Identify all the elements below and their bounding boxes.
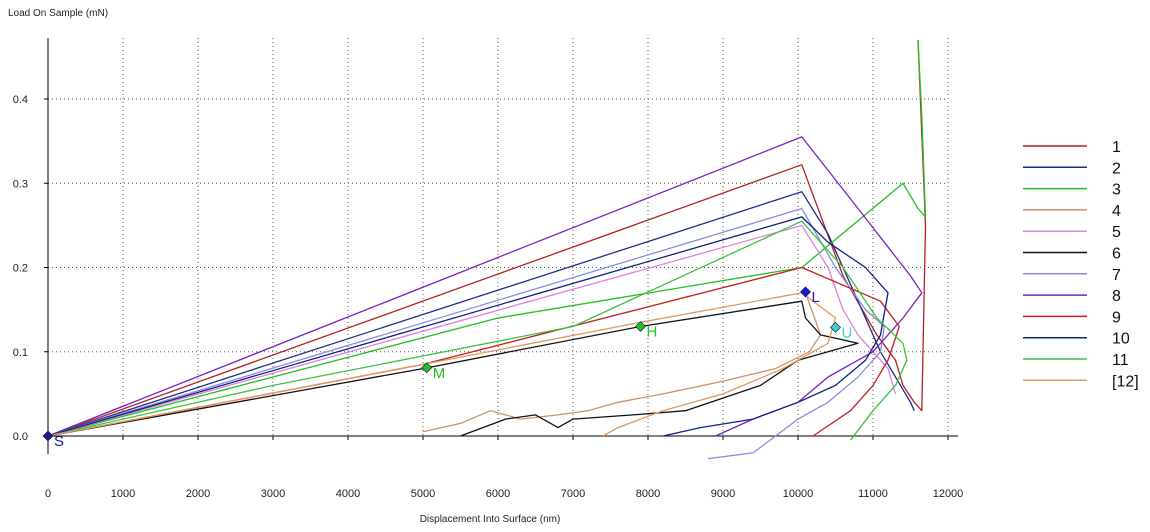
y-tick-label: 0.4 bbox=[13, 94, 28, 106]
y-tick-label: 0.3 bbox=[13, 178, 28, 190]
legend-label: 5 bbox=[1112, 224, 1121, 241]
x-tick-label: 3000 bbox=[261, 488, 285, 500]
series-line-1 bbox=[47, 39, 927, 437]
y-tick-label: 0.1 bbox=[13, 347, 28, 359]
legend-label: 4 bbox=[1112, 203, 1121, 220]
x-tick-label: 2000 bbox=[186, 488, 210, 500]
series-line-11 bbox=[47, 220, 908, 441]
x-tick-label: 6000 bbox=[486, 488, 510, 500]
marker-u bbox=[830, 321, 841, 333]
series-line-2 bbox=[47, 191, 915, 437]
legend-label: [12] bbox=[1112, 373, 1139, 390]
x-tick-labels: 0 1000 2000 3000 4000 5000 6000 7000 8000 9000 100… bbox=[45, 436, 963, 500]
marker-h bbox=[635, 321, 646, 332]
x-tick-label: 9000 bbox=[711, 488, 735, 500]
legend: 1 2 3 4 5 6 7 8 9 10 11 [12] bbox=[1023, 139, 1139, 390]
series-line-3 bbox=[47, 39, 927, 437]
x-tick-label: 7000 bbox=[561, 488, 585, 500]
series-line-6 bbox=[47, 300, 859, 437]
y-tick-labels: 0.0 0.1 0.2 0.3 0.4 bbox=[13, 94, 48, 443]
x-tick-label: 10000 bbox=[783, 488, 814, 500]
series-line-4 bbox=[422, 292, 822, 433]
marker-label-u: U bbox=[842, 324, 853, 341]
y-tick-label: 0.0 bbox=[13, 431, 28, 443]
legend-label: 10 bbox=[1112, 331, 1130, 348]
series-line-7 bbox=[47, 207, 885, 460]
axes bbox=[47, 38, 958, 454]
x-tick-label: 8000 bbox=[636, 488, 660, 500]
series-line-5 bbox=[47, 224, 897, 437]
y-tick-label: 0.2 bbox=[13, 263, 28, 275]
x-tick-label: 4000 bbox=[336, 488, 360, 500]
y-axis-title: Load On Sample (mN) bbox=[8, 8, 108, 19]
series-layer bbox=[47, 39, 927, 460]
marker-l bbox=[800, 286, 811, 298]
legend-label: 3 bbox=[1112, 182, 1121, 199]
series-line-10 bbox=[47, 216, 889, 437]
legend-label: 9 bbox=[1112, 309, 1121, 326]
x-tick-label: 11000 bbox=[858, 488, 888, 500]
marker-label-s: S bbox=[54, 433, 64, 450]
x-tick-label: 1000 bbox=[111, 488, 135, 500]
grid bbox=[48, 38, 949, 436]
legend-label: 7 bbox=[1112, 267, 1121, 284]
legend-label: 11 bbox=[1112, 352, 1129, 369]
x-tick-label: 0 bbox=[45, 488, 51, 500]
x-axis-title: Displacement Into Surface (nm) bbox=[420, 514, 561, 525]
marker-s bbox=[42, 430, 54, 442]
series-line-8 bbox=[47, 136, 923, 437]
legend-label: 1 bbox=[1112, 139, 1121, 156]
x-tick-label: 12000 bbox=[933, 488, 964, 500]
marker-label-m: M bbox=[433, 365, 446, 382]
marker-m bbox=[421, 362, 433, 374]
legend-label: 8 bbox=[1112, 288, 1121, 305]
legend-label: 6 bbox=[1112, 246, 1121, 263]
marker-label-l: L bbox=[812, 289, 820, 306]
markers: S M H L U bbox=[42, 286, 853, 450]
series-line-9 bbox=[47, 266, 900, 437]
legend-label: 2 bbox=[1112, 160, 1121, 177]
series-line-12 bbox=[47, 292, 837, 437]
marker-label-h: H bbox=[647, 323, 658, 340]
x-tick-label: 5000 bbox=[411, 488, 435, 500]
